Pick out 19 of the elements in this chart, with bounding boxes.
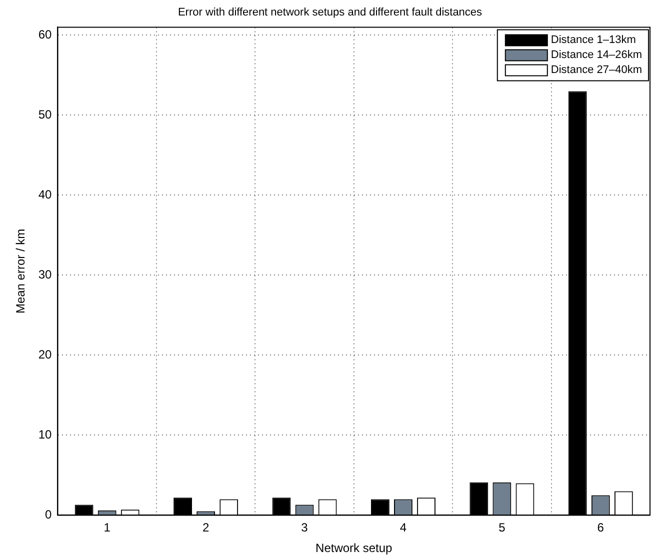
y-axis-title: Mean error / km <box>14 228 28 314</box>
chart-title: Error with different network setups and different fault distances <box>178 6 483 19</box>
x-tick-label: 5 <box>498 520 506 535</box>
y-tick-label: 10 <box>38 428 52 442</box>
x-axis-title: Network setup <box>316 541 393 556</box>
y-tick-label: 30 <box>38 268 52 282</box>
x-tick-label: 2 <box>202 520 210 535</box>
legend-label: Distance 1–13km <box>550 34 636 46</box>
x-tick-label: 1 <box>104 520 111 535</box>
x-tick-label: 4 <box>400 520 407 535</box>
y-tick-label: 50 <box>38 108 52 122</box>
y-tick-label: 20 <box>38 348 52 362</box>
legend-label: Distance 14–26km <box>550 49 642 62</box>
legend-label: Distance 27–40km <box>550 64 642 76</box>
y-tick-label: 40 <box>38 188 52 202</box>
y-tick-label: 60 <box>38 28 52 42</box>
x-tick-label: 6 <box>597 520 604 535</box>
y-tick-label: 0 <box>45 508 52 522</box>
x-tick-label: 3 <box>301 520 308 535</box>
